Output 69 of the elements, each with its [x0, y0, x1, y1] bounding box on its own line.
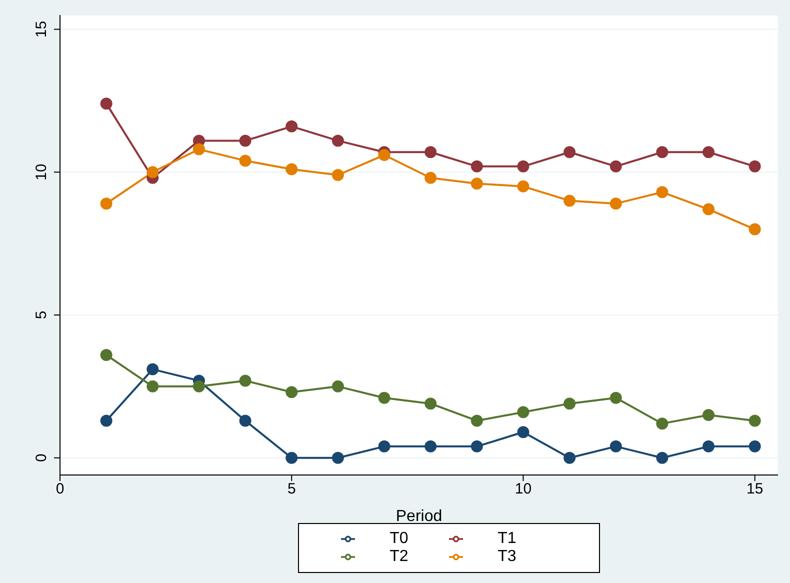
- point: [378, 149, 390, 161]
- point: [748, 160, 761, 172]
- point: [332, 380, 344, 392]
- point: [702, 440, 715, 452]
- point: [332, 134, 344, 147]
- point: [656, 418, 668, 430]
- y-tick-label: 0: [33, 454, 50, 462]
- point: [564, 398, 576, 410]
- point: [146, 166, 159, 178]
- y-tick-label: 5: [33, 310, 50, 320]
- point: [239, 154, 252, 167]
- legend-label: T0: [388, 530, 410, 548]
- point: [702, 409, 715, 421]
- point: [239, 134, 252, 147]
- point: [702, 146, 715, 158]
- point: [470, 440, 483, 452]
- point: [100, 414, 112, 427]
- point: [286, 120, 298, 132]
- point: [517, 426, 530, 438]
- y-tick-label: 15: [33, 20, 50, 38]
- point: [748, 414, 761, 427]
- point: [517, 160, 530, 172]
- point: [100, 349, 112, 361]
- point: [378, 392, 390, 404]
- point: [517, 406, 530, 418]
- point: [610, 198, 622, 210]
- point: [424, 172, 437, 184]
- point: [564, 146, 576, 158]
- point: [702, 203, 715, 216]
- point: [192, 380, 205, 392]
- legend-label: T2: [388, 548, 410, 566]
- point: [146, 380, 159, 392]
- point: [610, 160, 622, 172]
- point: [286, 452, 298, 464]
- point: [470, 414, 483, 427]
- point: [564, 194, 576, 207]
- legend-label: T1: [496, 530, 518, 548]
- point: [192, 143, 205, 156]
- y-tick-label: 10: [33, 164, 50, 180]
- point: [656, 186, 668, 198]
- legend-label: T3: [496, 548, 518, 566]
- point: [146, 363, 159, 376]
- point: [470, 160, 483, 172]
- point: [610, 440, 622, 452]
- point: [286, 386, 298, 398]
- point: [332, 452, 344, 464]
- x-tick-label: 10: [514, 480, 532, 498]
- x-tick-label: 5: [287, 480, 296, 498]
- point: [610, 392, 622, 404]
- x-tick-label: 0: [56, 480, 64, 498]
- point: [656, 146, 668, 158]
- x-tick-label: 15: [746, 480, 764, 498]
- point: [564, 452, 576, 464]
- point: [286, 163, 298, 176]
- point: [239, 374, 252, 387]
- point: [239, 414, 252, 427]
- point: [424, 440, 437, 452]
- point: [424, 398, 437, 410]
- point: [470, 178, 483, 190]
- point: [332, 169, 344, 181]
- x-axis-title: Period: [396, 508, 442, 525]
- point: [100, 98, 112, 110]
- point: [656, 452, 668, 464]
- point: [100, 198, 112, 210]
- point: [378, 440, 390, 452]
- point: [517, 180, 530, 192]
- point: [748, 223, 761, 236]
- point: [748, 440, 761, 452]
- point: [424, 146, 437, 158]
